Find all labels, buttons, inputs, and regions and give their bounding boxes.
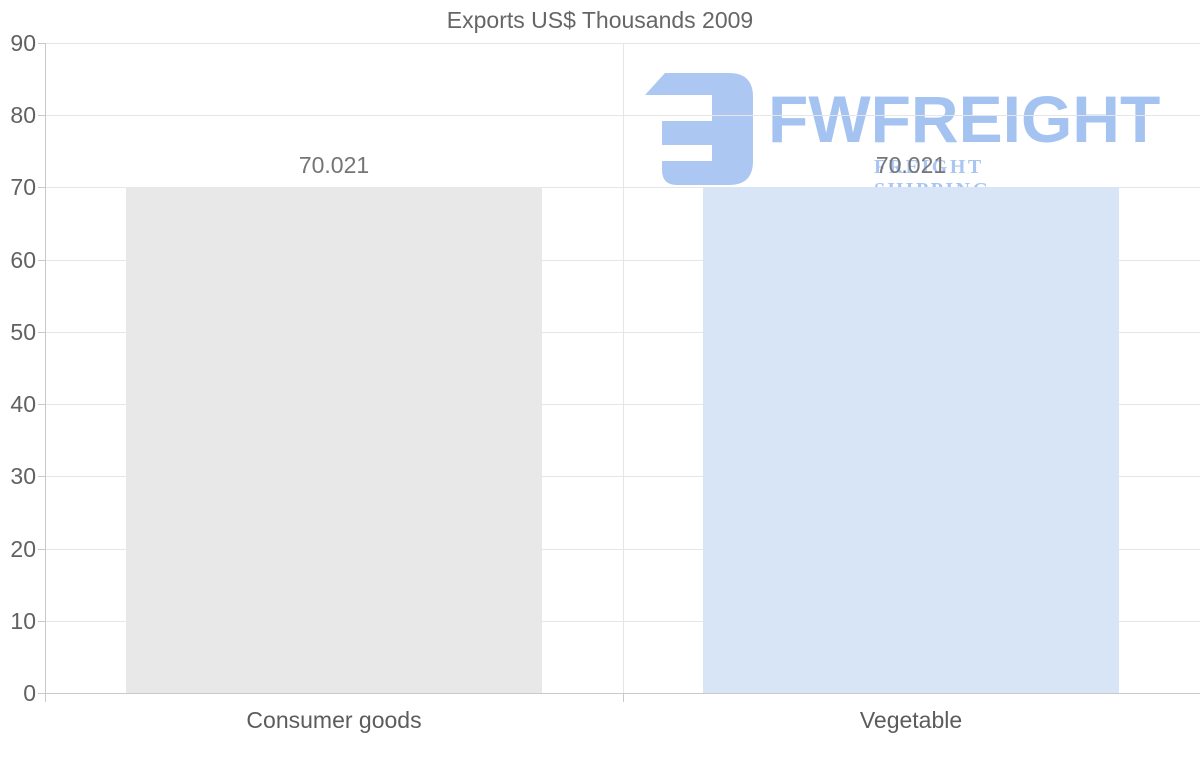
y-axis-tick [38,476,45,477]
fwfreight-monogram-icon [645,73,753,185]
y-axis-tick [38,693,45,694]
x-axis-line [45,693,1200,694]
y-axis-tick [38,187,45,188]
y-grid-line [45,43,1200,44]
y-tick-label: 40 [10,391,36,417]
y-tick-label: 50 [10,319,36,345]
y-axis-tick [38,43,45,44]
y-tick-label: 30 [10,463,36,489]
category-label: Consumer goods [246,707,422,733]
y-tick-label: 80 [10,102,36,128]
bar-vegetable[interactable] [703,187,1119,693]
y-tick-label: 20 [10,536,36,562]
bar-value-label: 70.021 [875,152,947,178]
bar-consumer-goods[interactable] [126,187,542,693]
y-axis-tick [38,404,45,405]
y-grid-line [45,476,1200,477]
y-tick-label: 70 [10,174,36,200]
y-tick-label: 0 [23,680,36,706]
y-axis-tick [38,115,45,116]
watermark-brand-text: FWFREIGHT [768,82,1161,156]
y-grid-line [45,115,1200,116]
category-label: Vegetable [859,707,963,733]
y-grid-line [45,260,1200,261]
y-grid-line [45,187,1200,188]
x-axis-tick [623,693,624,702]
column-divider-line [623,43,624,693]
y-tick-label: 90 [10,30,36,56]
bar-value-label: 70.021 [298,152,370,178]
y-axis-line [45,43,46,702]
y-tick-label: 10 [10,608,36,634]
chart-title: Exports US$ Thousands 2009 [446,7,754,33]
y-tick-label: 60 [10,247,36,273]
y-grid-line [45,621,1200,622]
y-grid-line [45,332,1200,333]
y-grid-line [45,404,1200,405]
y-axis-tick [38,549,45,550]
y-axis-tick [38,332,45,333]
y-grid-line [45,549,1200,550]
y-axis-tick [38,621,45,622]
y-axis-tick [38,260,45,261]
